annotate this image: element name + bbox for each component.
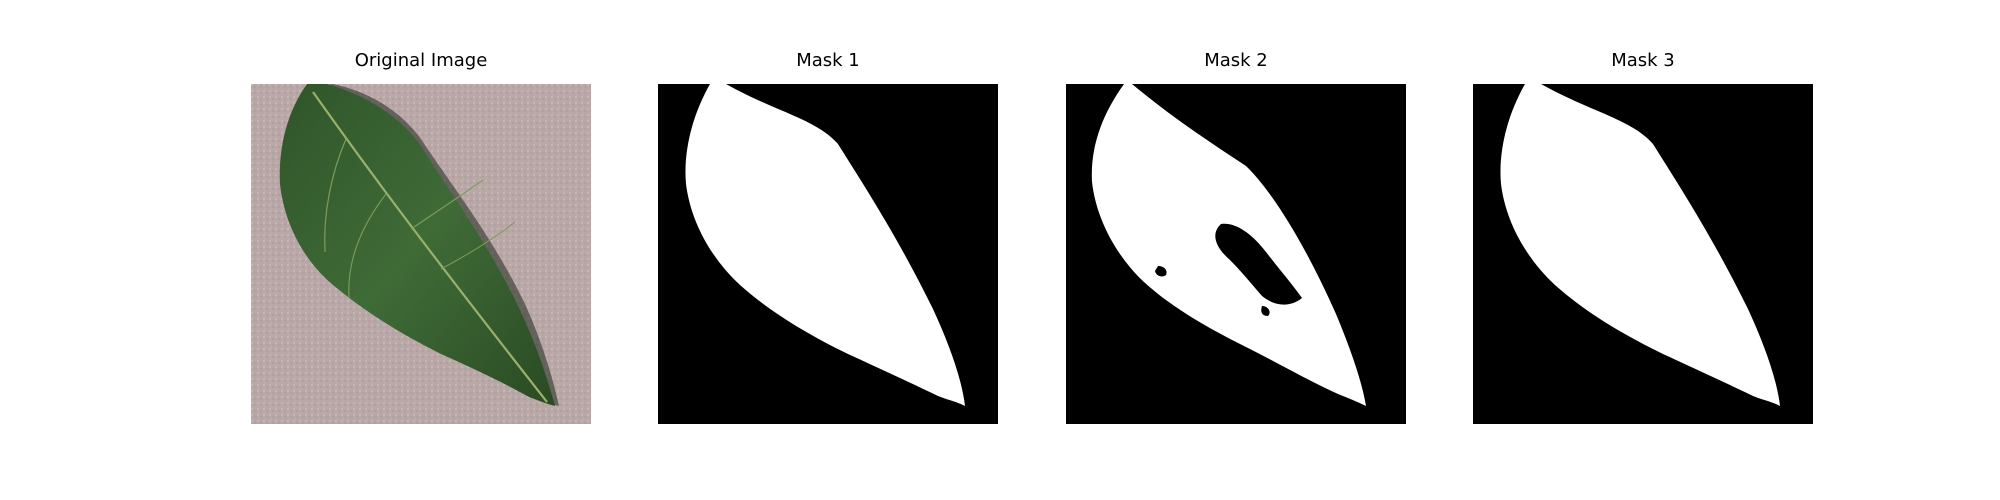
leaf-vein-right-2	[440, 221, 516, 270]
panel-title-mask-2: Mask 2	[1204, 50, 1268, 71]
panel-title-original: Original Image	[354, 50, 488, 71]
panel-mask-2: Mask 2	[1066, 52, 1406, 424]
panel-mask-3: Mask 3	[1473, 52, 1813, 424]
mask-1-image	[658, 84, 998, 424]
panel-title-mask-1: Mask 1	[796, 50, 860, 71]
mask-2-image	[1066, 84, 1406, 424]
mask-3-image	[1473, 84, 1813, 424]
leaf-vein-left	[324, 138, 347, 253]
mask-2-hole-large	[1215, 223, 1302, 305]
panel-original-image: Original Image	[251, 52, 591, 424]
panel-title-mask-3: Mask 3	[1611, 50, 1675, 71]
leaf-vein-left-2	[348, 193, 387, 299]
panel-mask-1: Mask 1	[658, 52, 998, 424]
leaf-midrib	[312, 91, 548, 403]
mask-2-hole-small-2	[1261, 306, 1270, 316]
mask-3-leaf-region	[1500, 84, 1780, 406]
mask-2-hole-small	[1155, 266, 1167, 277]
leaf-vein-right	[410, 179, 484, 230]
mask-1-leaf-region	[685, 84, 965, 406]
original-leaf-image	[251, 84, 591, 424]
